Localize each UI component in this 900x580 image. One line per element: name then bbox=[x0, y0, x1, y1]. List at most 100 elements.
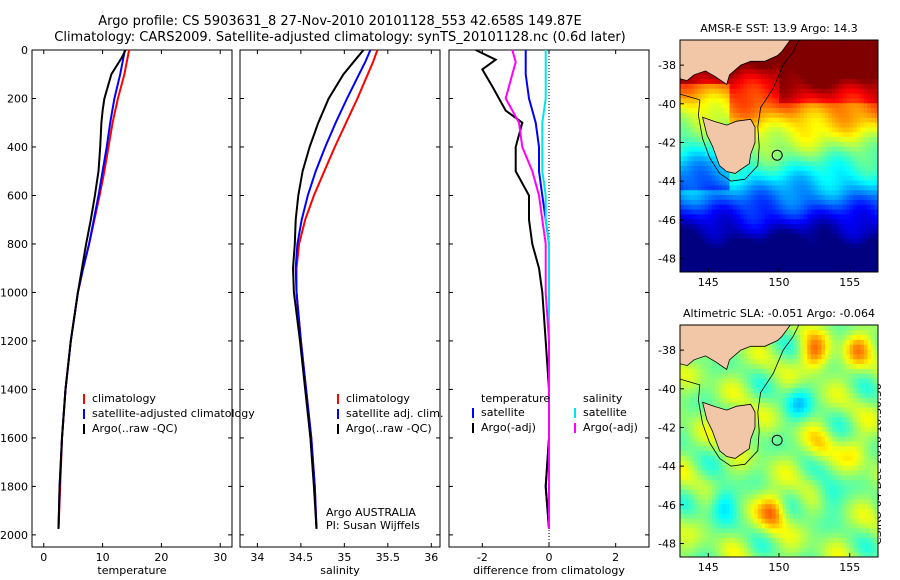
sla_map-cell bbox=[757, 421, 762, 427]
sst_map-cell bbox=[764, 185, 769, 191]
sla_map-cell bbox=[747, 450, 752, 456]
sst_map-cell bbox=[708, 194, 713, 200]
sst_map-cell bbox=[747, 107, 752, 113]
sla_map-cell bbox=[821, 392, 826, 398]
sst_map-cell bbox=[874, 40, 878, 46]
sst_map-cell bbox=[810, 78, 815, 84]
sst_map-cell bbox=[768, 64, 773, 70]
sst_map-cell bbox=[704, 170, 709, 176]
sst_map-cell bbox=[775, 127, 780, 133]
sla_map-cell bbox=[817, 484, 822, 490]
sst_map-cell bbox=[824, 73, 829, 80]
sst_map-cell bbox=[750, 88, 755, 94]
sla_map-cell bbox=[793, 431, 798, 437]
sst_map-cell bbox=[832, 44, 836, 51]
sst_map-cell bbox=[860, 44, 865, 51]
sst_map-cell bbox=[814, 199, 819, 205]
sst_map-cell bbox=[775, 257, 780, 263]
sst_map-cell bbox=[708, 209, 713, 215]
sla_map-cell bbox=[708, 474, 713, 481]
sst_map-cell bbox=[839, 247, 844, 254]
sst_map-cell bbox=[842, 40, 847, 46]
sla_map-cell bbox=[690, 518, 695, 524]
sla_map-cell bbox=[786, 460, 791, 466]
sst_map-cell bbox=[796, 214, 801, 220]
sla_map-cell bbox=[771, 416, 776, 423]
sst_map-cell bbox=[796, 247, 801, 254]
sst_map-cell bbox=[722, 98, 727, 104]
sst_map-xtick-label: 145 bbox=[698, 276, 719, 289]
sst_map-cell bbox=[771, 233, 776, 239]
sst_map-cell bbox=[807, 49, 812, 55]
sst_map-cell bbox=[849, 59, 854, 65]
sst_map-cell bbox=[683, 141, 688, 147]
sla_map-cell bbox=[779, 392, 783, 398]
sst_map-cell bbox=[687, 223, 692, 229]
sla_map-cell bbox=[817, 354, 822, 360]
sst_map-cell bbox=[680, 112, 684, 118]
sst_map-tasmania-coast bbox=[702, 116, 756, 174]
sst_map-cell bbox=[701, 204, 706, 210]
sst_map-cell bbox=[867, 262, 872, 268]
sla_map-cell bbox=[694, 378, 699, 384]
sla_map-cell bbox=[814, 518, 819, 524]
sla_map-cell bbox=[768, 421, 773, 427]
sst_map-cell bbox=[764, 102, 769, 109]
sst_map-cell bbox=[856, 233, 861, 239]
sla_map-cell bbox=[814, 445, 819, 452]
sst_map-cell bbox=[842, 223, 847, 229]
sla_map-cell bbox=[680, 378, 684, 384]
sla_map-cell bbox=[786, 354, 791, 360]
sst_map-cell bbox=[683, 199, 688, 205]
sst_map-cell bbox=[856, 151, 861, 157]
sst_map-cell bbox=[814, 165, 819, 171]
sla_map-cell bbox=[800, 373, 805, 379]
sla_map-cell bbox=[779, 508, 783, 514]
sst_map-cell bbox=[771, 127, 776, 133]
sst_map-cell bbox=[718, 98, 723, 104]
sst_map-cell bbox=[754, 83, 759, 89]
sst_map-cell bbox=[747, 165, 752, 171]
sla_map-cell bbox=[768, 547, 773, 553]
sst_map-cell bbox=[817, 204, 822, 210]
sst_map-cell bbox=[800, 122, 805, 128]
sst_map-cell bbox=[754, 64, 759, 70]
sst_map-cell bbox=[718, 238, 723, 244]
sst_map-cell bbox=[725, 102, 730, 109]
sla_map-cell bbox=[683, 412, 688, 418]
sst_map-cell bbox=[733, 78, 737, 84]
sst_map-cell bbox=[771, 112, 776, 118]
sst_map-cell bbox=[782, 228, 787, 234]
sst_map-cell bbox=[761, 141, 766, 147]
sla_map-cell bbox=[771, 455, 776, 461]
sla_map-cell bbox=[754, 537, 759, 543]
sla_map-cell bbox=[807, 354, 812, 360]
sst_map-cell bbox=[817, 44, 822, 51]
sla_map-cell bbox=[810, 368, 815, 374]
sla_map-cell bbox=[718, 489, 723, 495]
salinity-xtick-label: 35.5 bbox=[376, 551, 401, 564]
sla_map-cell bbox=[690, 532, 695, 539]
sst_map-cell bbox=[793, 59, 798, 65]
sst_map-cell bbox=[764, 141, 769, 147]
sst_map-cell bbox=[867, 238, 872, 244]
sla_map-cell bbox=[754, 465, 759, 471]
sst_map-cell bbox=[867, 122, 872, 128]
sla_map-cell bbox=[708, 455, 713, 461]
sst_map-cell bbox=[761, 175, 766, 181]
sst_map-cell bbox=[694, 102, 699, 109]
sla_map-cell bbox=[740, 547, 745, 553]
sst_map-cell bbox=[824, 194, 829, 200]
sla_map-cell bbox=[687, 465, 692, 471]
sla_map-cell bbox=[764, 407, 769, 413]
sst_map-cell bbox=[757, 69, 762, 75]
sla_map-cell bbox=[803, 455, 808, 461]
sst_map-cell bbox=[856, 98, 861, 104]
sst_map-cell bbox=[743, 93, 748, 99]
sla_map-cell bbox=[786, 474, 791, 481]
sla_map-cell bbox=[779, 421, 783, 427]
sla_map-cell bbox=[796, 334, 801, 340]
sla_map-cell bbox=[750, 368, 755, 374]
sst_map-cell bbox=[867, 54, 872, 60]
sst_map-cell bbox=[821, 247, 826, 254]
